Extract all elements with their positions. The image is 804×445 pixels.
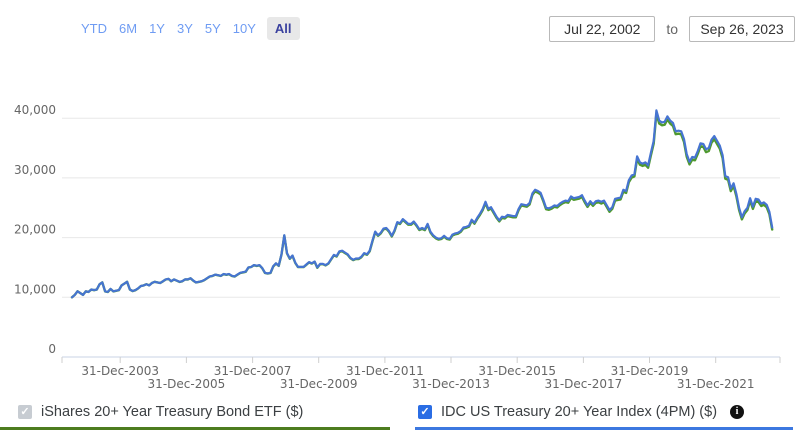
svg-text:40,000: 40,000 [14, 103, 56, 117]
svg-text:31-Dec-2007: 31-Dec-2007 [214, 364, 292, 378]
range-3y-button[interactable]: 3Y [176, 21, 193, 36]
range-ytd-button[interactable]: YTD [81, 21, 107, 36]
index-checkbox[interactable]: ✓ [418, 405, 432, 419]
svg-text:31-Dec-2015: 31-Dec-2015 [478, 364, 556, 378]
svg-text:30,000: 30,000 [14, 163, 56, 177]
legend-item-index[interactable]: ✓ IDC US Treasury 20+ Year Index (4PM) (… [415, 397, 793, 430]
etf-legend-label: iShares 20+ Year Treasury Bond ETF ($) [41, 404, 304, 420]
info-icon[interactable]: i [730, 405, 745, 419]
svg-text:10,000: 10,000 [14, 282, 56, 296]
price-chart-plot[interactable]: 010,00020,00030,00040,00031-Dec-200331-D… [0, 0, 804, 400]
index-legend-label: IDC US Treasury 20+ Year Index (4PM) ($) [441, 404, 718, 420]
svg-text:31-Dec-2009: 31-Dec-2009 [280, 377, 358, 391]
date-range-controls: Jul 22, 2002 to Sep 26, 2023 [549, 16, 795, 42]
index-line [70, 109, 774, 299]
range-6m-button[interactable]: 6M [119, 21, 138, 36]
range-1y-button[interactable]: 1Y [149, 21, 165, 36]
range-10y-button[interactable]: 10Y [232, 21, 256, 36]
svg-text:31-Dec-2005: 31-Dec-2005 [148, 377, 226, 391]
svg-text:31-Dec-2003: 31-Dec-2003 [81, 364, 159, 378]
x-axis-ticks-labels: 31-Dec-200331-Dec-200531-Dec-200731-Dec-… [61, 357, 781, 391]
etf-line [70, 112, 774, 299]
date-range-to-label: to [666, 21, 678, 37]
gridlines [62, 117, 780, 298]
legend-item-etf[interactable]: ✓ iShares 20+ Year Treasury Bond ETF ($) [0, 397, 390, 430]
end-date-input[interactable]: Sep 26, 2023 [689, 16, 795, 42]
svg-text:31-Dec-2017: 31-Dec-2017 [545, 377, 623, 391]
range-5y-button[interactable]: 5Y [204, 21, 221, 36]
svg-text:31-Dec-2013: 31-Dec-2013 [412, 377, 490, 391]
svg-text:31-Dec-2019: 31-Dec-2019 [611, 364, 689, 378]
svg-text:31-Dec-2011: 31-Dec-2011 [346, 364, 424, 378]
y-axis-labels: 0 10,000 20,000 30,000 40,000 [14, 103, 56, 356]
range-all-button[interactable]: All [266, 17, 300, 40]
svg-text:0: 0 [48, 342, 56, 356]
start-date-input[interactable]: Jul 22, 2002 [549, 16, 656, 42]
svg-text:20,000: 20,000 [14, 223, 56, 237]
range-selector: YTD 6M 1Y 3Y 5Y 10Y All [80, 17, 300, 40]
svg-text:31-Dec-2021: 31-Dec-2021 [677, 377, 755, 391]
etf-checkbox[interactable]: ✓ [18, 405, 32, 419]
